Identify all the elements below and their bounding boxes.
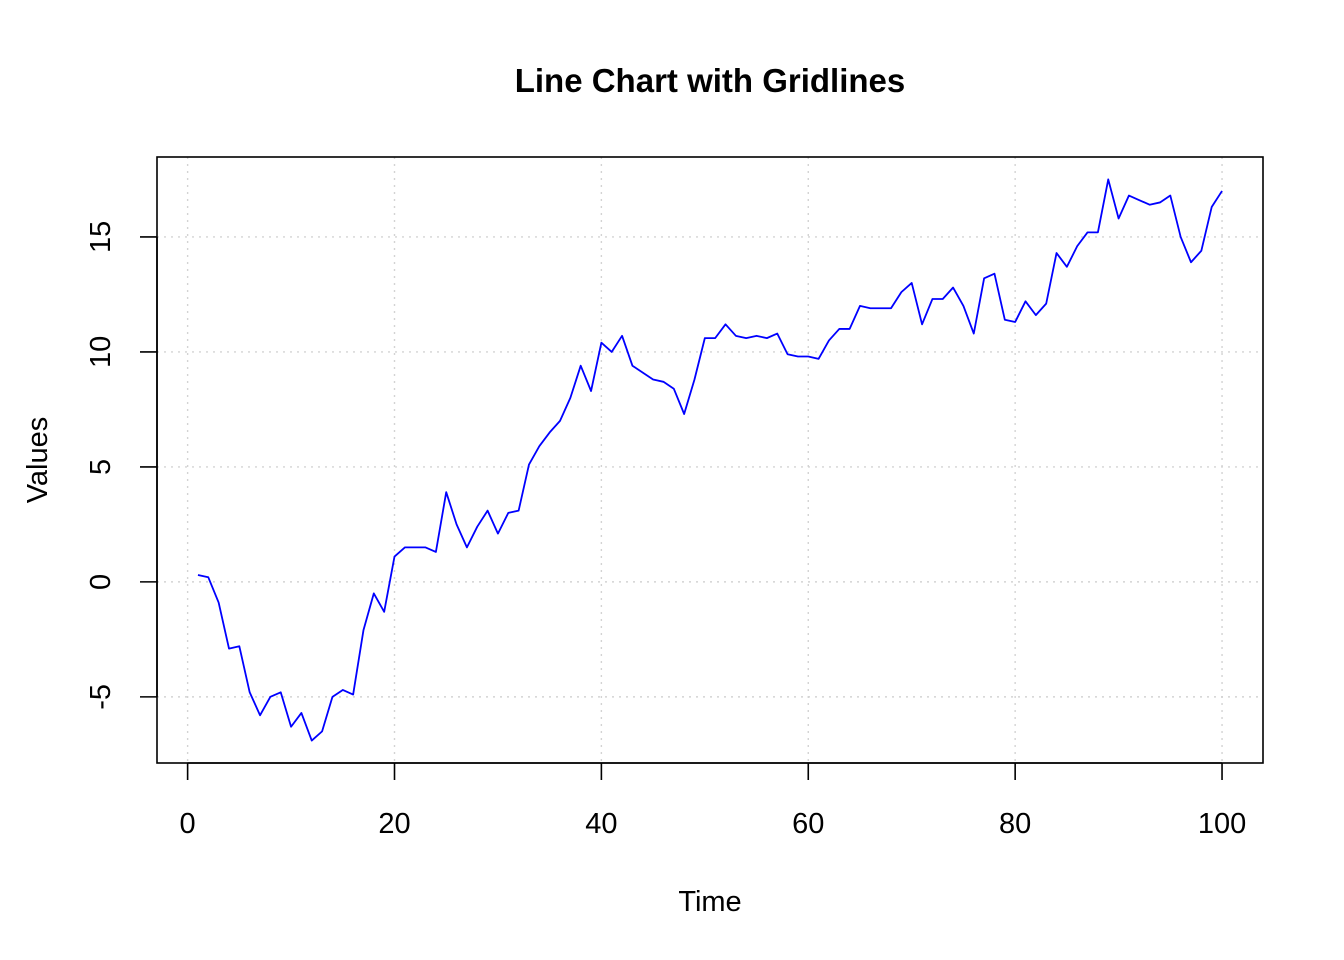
x-tick-label-0: 0 [180, 808, 196, 840]
y-tick-label-3: 10 [85, 336, 117, 368]
x-axis-label: Time [678, 886, 741, 918]
y-tick-label-0: -5 [85, 684, 117, 710]
series-line [197, 178, 1223, 742]
chart-title: Line Chart with Gridlines [515, 62, 906, 99]
x-axis: 0 20 40 60 80 100 [180, 762, 1246, 840]
x-tick-label-4: 80 [999, 808, 1031, 840]
x-tick-label-2: 40 [585, 808, 617, 840]
y-tick-label-2: 5 [85, 459, 117, 475]
x-tick-label-5: 100 [1198, 808, 1246, 840]
plot-border [156, 156, 1264, 764]
x-tick-label-1: 20 [378, 808, 410, 840]
y-axis: -5 0 5 10 15 [85, 221, 158, 710]
y-axis-label: Values [22, 417, 54, 504]
y-tick-label-4: 15 [85, 221, 117, 253]
x-tick-label-3: 60 [792, 808, 824, 840]
y-tick-label-1: 0 [85, 574, 117, 590]
gridlines [157, 157, 1263, 763]
